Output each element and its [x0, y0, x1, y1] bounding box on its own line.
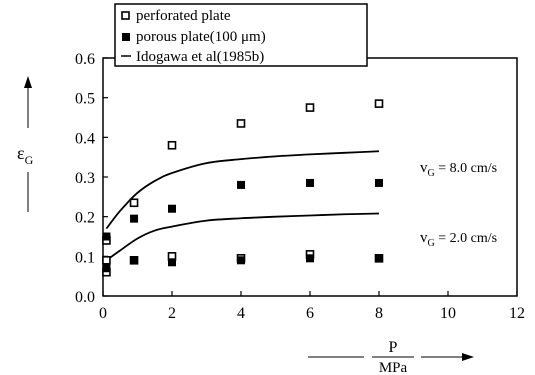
porous-point-3	[130, 256, 139, 265]
y-arrow-head	[24, 76, 32, 88]
x-tick-label-1: 2	[168, 305, 176, 322]
legend-box	[114, 3, 368, 67]
porous-point-6	[237, 180, 245, 189]
annotation-vg-8: vG = 8.0 cm/s	[420, 160, 497, 179]
porous-point-0	[102, 232, 111, 241]
perforated-point-7	[236, 119, 246, 128]
perforated-point-1	[102, 255, 111, 265]
y-tick-label-0: 0.0	[75, 289, 95, 306]
x-tick-label-0: 0	[99, 305, 107, 322]
x-axis-label: P MPa	[308, 339, 474, 375]
x-tick-label-3: 6	[306, 305, 314, 322]
y-label-symbol: εG	[17, 143, 34, 167]
perforated-point-5	[167, 140, 177, 150]
legend: perforated plate porous plate(100 μm) Id…	[114, 3, 368, 67]
x-tick-label-5: 10	[440, 305, 456, 322]
porous-point-4	[168, 204, 176, 213]
x-label-p: P	[389, 339, 398, 356]
y-axis-label: εG	[17, 76, 34, 212]
y-tick-label-2: 0.2	[75, 210, 95, 227]
y-tick-label-3: 0.3	[75, 170, 95, 187]
x-tick-label-6: 12	[509, 305, 525, 322]
x-label-unit: MPa	[379, 360, 408, 375]
legend-marker-open-square	[121, 11, 130, 20]
porous-point-7	[237, 256, 245, 265]
porous-point-10	[375, 178, 383, 187]
legend-label-porous: porous plate(100 μm)	[136, 29, 266, 45]
porous-point-5	[168, 258, 176, 267]
porous-point-1	[102, 264, 111, 273]
axis-ticks: 0 2 4 6 8 10 12 0.0 0.1 0.2 0.3 0.4 0.5 0.6	[75, 51, 525, 322]
data-points	[102, 99, 384, 277]
annotation-vg-2: vG = 2.0 cm/s	[420, 230, 497, 249]
perforated-point-3	[129, 198, 139, 208]
idogawa-curve-0	[105, 150, 380, 230]
y-tick-label-4: 0.4	[75, 130, 95, 147]
x-tick-label-4: 8	[375, 305, 383, 322]
x-tick-label-2: 4	[237, 305, 245, 322]
legend-label-idogawa: Idogawa et al(1985b)	[136, 49, 264, 65]
idogawa-curve-1	[105, 212, 380, 262]
legend-marker-filled-square	[122, 33, 130, 41]
model-curves	[105, 150, 380, 262]
perforated-point-11	[374, 99, 384, 108]
porous-point-11	[375, 254, 383, 263]
y-tick-label-5: 0.5	[75, 91, 95, 108]
porous-point-9	[306, 254, 314, 263]
x-arrow-head	[462, 353, 474, 361]
plot-area: 0 2 4 6 8 10 12 0.0 0.1 0.2 0.3 0.4 0.5 0.6	[75, 51, 525, 322]
perforated-point-9	[305, 103, 315, 112]
porous-point-8	[306, 178, 314, 187]
y-tick-label-6: 0.6	[75, 51, 95, 68]
legend-label-perforated: perforated plate	[136, 8, 231, 24]
porous-point-2	[130, 214, 139, 223]
y-tick-label-1: 0.1	[75, 249, 95, 266]
